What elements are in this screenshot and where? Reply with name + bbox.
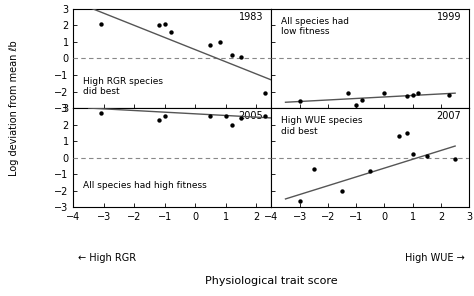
Point	[344, 91, 352, 96]
Text: 1983: 1983	[239, 12, 264, 22]
Point	[216, 40, 223, 44]
Point	[358, 97, 365, 102]
Text: High WUE species
did best: High WUE species did best	[281, 116, 363, 136]
Point	[161, 114, 169, 119]
Text: All species had high fitness: All species had high fitness	[83, 181, 207, 190]
Text: All species had
low fitness: All species had low fitness	[281, 17, 349, 36]
Point	[415, 91, 422, 96]
Point	[161, 21, 169, 26]
Point	[97, 21, 105, 26]
Point	[97, 111, 105, 115]
Point	[228, 122, 236, 127]
Point	[409, 152, 417, 157]
Point	[155, 117, 163, 122]
Text: 2005: 2005	[239, 111, 264, 121]
Point	[262, 114, 269, 119]
Point	[409, 92, 417, 97]
Point	[228, 53, 236, 57]
Point	[155, 23, 163, 28]
Point	[366, 168, 374, 173]
Point	[423, 154, 431, 158]
Text: 1999: 1999	[437, 12, 461, 22]
Text: Physiological trait score: Physiological trait score	[205, 276, 337, 286]
Text: High RGR species
did best: High RGR species did best	[83, 77, 164, 96]
Point	[451, 157, 459, 162]
Point	[403, 94, 411, 99]
Point	[352, 102, 360, 107]
Point	[207, 114, 214, 119]
Point	[222, 114, 229, 119]
Point	[207, 43, 214, 48]
Point	[395, 134, 402, 139]
Point	[310, 167, 318, 172]
Text: High WUE →: High WUE →	[405, 252, 465, 263]
Point	[237, 54, 245, 59]
Text: Log deviation from mean ℓb: Log deviation from mean ℓb	[9, 40, 19, 176]
Point	[167, 30, 175, 34]
Point	[237, 116, 245, 120]
Point	[403, 131, 411, 135]
Point	[338, 188, 346, 193]
Point	[381, 91, 388, 96]
Text: 2007: 2007	[437, 111, 461, 121]
Point	[296, 99, 303, 104]
Point	[262, 91, 269, 96]
Text: ← High RGR: ← High RGR	[78, 252, 137, 263]
Point	[446, 92, 453, 97]
Point	[296, 198, 303, 203]
